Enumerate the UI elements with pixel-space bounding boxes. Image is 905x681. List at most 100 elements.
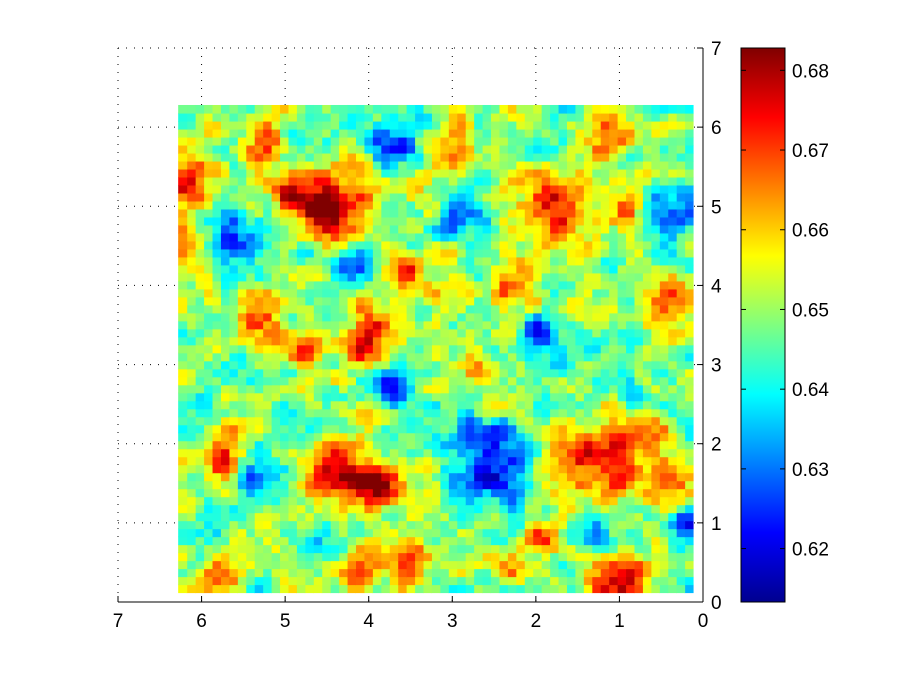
heatmap-cell (439, 560, 449, 570)
heatmap-cell (346, 560, 356, 570)
heatmap-cell (245, 384, 255, 394)
heatmap-cell (566, 528, 576, 538)
heatmap-cell (414, 536, 424, 546)
heatmap-cell (515, 360, 525, 370)
heatmap-cell (321, 312, 331, 322)
heatmap-cell (406, 400, 416, 410)
heatmap-cell (279, 560, 289, 570)
heatmap-cell (220, 520, 230, 530)
heatmap-cell (330, 344, 340, 354)
heatmap-cell (338, 480, 348, 490)
heatmap-cell (633, 424, 643, 434)
heatmap-cell (549, 248, 559, 258)
heatmap-cell (490, 472, 500, 482)
heatmap-cell (532, 496, 542, 506)
heatmap-cell (524, 528, 534, 538)
heatmap-cell (304, 528, 314, 538)
heatmap-cell (557, 440, 567, 450)
heatmap-cell (473, 352, 483, 362)
heatmap-cell (406, 216, 416, 226)
heatmap-cell (271, 280, 281, 290)
heatmap-cell (355, 232, 365, 242)
heatmap-cell (515, 520, 525, 530)
heatmap-cell (406, 512, 416, 522)
heatmap-cell (254, 528, 264, 538)
heatmap-cell (330, 472, 340, 482)
heatmap-cell (245, 184, 255, 194)
heatmap-cell (389, 552, 399, 562)
heatmap-cell (245, 512, 255, 522)
heatmap-cell (178, 368, 188, 378)
heatmap-cell (625, 496, 635, 506)
heatmap-cell (524, 568, 534, 578)
heatmap-cell (389, 528, 399, 538)
heatmap-cell (195, 216, 205, 226)
heatmap-cell (608, 120, 618, 130)
heatmap-cell (448, 248, 458, 258)
heatmap-cell (676, 336, 686, 346)
heatmap-cell (659, 520, 669, 530)
heatmap-cell (490, 584, 500, 594)
heatmap-cell (473, 256, 483, 266)
heatmap-cell (667, 192, 677, 202)
heatmap-cell (574, 424, 584, 434)
heatmap-cell (287, 224, 297, 234)
heatmap-cell (262, 192, 272, 202)
heatmap-cell (642, 496, 652, 506)
heatmap-cell (448, 320, 458, 330)
heatmap-cell (330, 512, 340, 522)
heatmap-cell (465, 104, 475, 114)
heatmap-cell (650, 128, 660, 138)
heatmap-cell (321, 272, 331, 282)
heatmap-cell (380, 328, 390, 338)
heatmap-cell (338, 400, 348, 410)
heatmap-cell (625, 136, 635, 146)
heatmap-cell (380, 368, 390, 378)
heatmap-cell (389, 512, 399, 522)
heatmap-cell (650, 112, 660, 122)
heatmap-cell (625, 232, 635, 242)
heatmap-cell (186, 528, 196, 538)
heatmap-cell (667, 128, 677, 138)
heatmap-cell (507, 408, 517, 418)
heatmap-cell (473, 568, 483, 578)
heatmap-cell (389, 216, 399, 226)
heatmap-cell (515, 536, 525, 546)
heatmap-cell (228, 384, 238, 394)
heatmap-cell (633, 368, 643, 378)
x-tick-label: 6 (196, 611, 207, 632)
heatmap-cell (389, 200, 399, 210)
heatmap-cell (498, 144, 508, 154)
heatmap-cell (211, 104, 221, 114)
heatmap-cell (490, 544, 500, 554)
heatmap-cell (439, 208, 449, 218)
heatmap-cell (287, 392, 297, 402)
heatmap-cell (346, 272, 356, 282)
heatmap-cell (279, 288, 289, 298)
heatmap-cell (422, 320, 432, 330)
x-tick-label: 3 (447, 611, 458, 632)
heatmap-cell (448, 280, 458, 290)
heatmap-cell (448, 552, 458, 562)
heatmap-cell (481, 408, 492, 418)
heatmap-cell (414, 392, 424, 402)
heatmap-cell (633, 584, 643, 594)
heatmap-cell (414, 560, 424, 570)
heatmap-cell (591, 560, 601, 570)
heatmap-cell (448, 200, 458, 210)
heatmap-cell (262, 224, 272, 234)
heatmap-cell (431, 152, 441, 162)
heatmap-cell (481, 480, 492, 490)
heatmap-cell (684, 528, 694, 538)
heatmap-cell (279, 568, 289, 578)
heatmap-cell (211, 152, 221, 162)
heatmap-cell (456, 128, 466, 138)
heatmap-cell (676, 512, 686, 522)
heatmap-cell (414, 256, 424, 266)
heatmap-cell (321, 176, 331, 186)
heatmap-cell (431, 392, 441, 402)
heatmap-cell (617, 456, 627, 466)
heatmap-cell (431, 552, 441, 562)
heatmap-cell (338, 504, 348, 514)
heatmap-cell (498, 576, 508, 586)
